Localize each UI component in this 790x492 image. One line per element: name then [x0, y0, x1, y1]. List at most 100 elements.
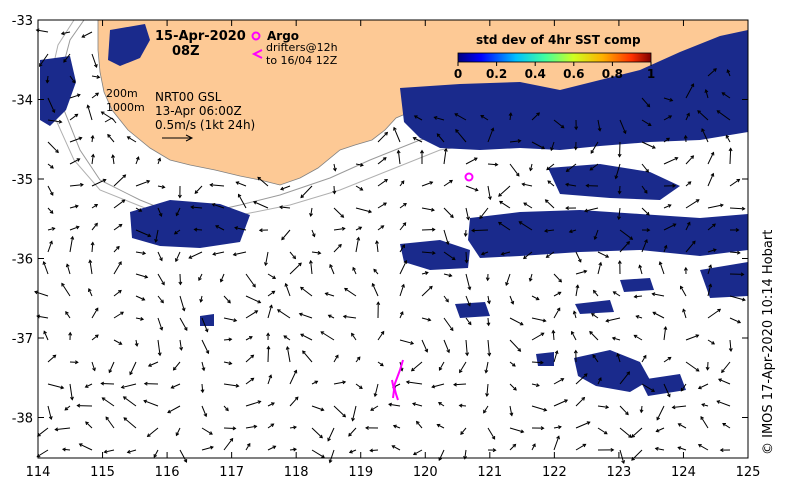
- current-arrow: [223, 317, 238, 323]
- x-tick-label: 118: [284, 465, 309, 480]
- current-arrow: [436, 133, 445, 143]
- current-arrow: [91, 92, 100, 99]
- current-arrow: [320, 331, 335, 341]
- y-tick-label: -36: [12, 253, 33, 268]
- current-arrow: [173, 229, 181, 235]
- current-arrow: [480, 251, 489, 256]
- x-tick-label: 124: [671, 465, 696, 480]
- current-arrow: [656, 405, 665, 421]
- current-arrow: [352, 266, 357, 275]
- current-arrow: [135, 295, 146, 301]
- current-arrow: [223, 405, 229, 412]
- current-arrow: [300, 286, 313, 297]
- credit-label: © IMOS 17-Apr-2020 10:14 Hobart: [761, 229, 776, 455]
- current-arrow: [289, 447, 298, 452]
- current-arrow: [412, 402, 423, 407]
- current-arrow: [329, 263, 335, 275]
- current-arrow: [589, 163, 599, 171]
- current-arrow: [663, 383, 671, 398]
- current-arrow: [704, 89, 709, 99]
- current-arrow: [443, 207, 454, 219]
- current-arrow: [399, 311, 404, 319]
- colorbar-tick-label: 0.4: [525, 67, 546, 81]
- current-arrow: [443, 179, 453, 187]
- current-arrow: [90, 134, 95, 143]
- current-arrow: [333, 226, 346, 231]
- current-arrow: [157, 251, 163, 262]
- current-arrow: [487, 448, 497, 453]
- current-arrow: [619, 427, 632, 438]
- current-arrow: [91, 222, 98, 231]
- current-arrow: [405, 380, 423, 385]
- current-arrow: [459, 361, 467, 374]
- x-tick-label: 115: [90, 465, 115, 480]
- current-arrow: [570, 330, 577, 341]
- current-arrow: [509, 317, 524, 326]
- current-arrow: [641, 354, 647, 363]
- current-arrow: [154, 229, 159, 243]
- current-arrow: [553, 307, 561, 319]
- current-arrow: [219, 273, 225, 283]
- current-arrow: [700, 416, 709, 429]
- vector-scale-label: 0.5m/s (1kt 24h): [155, 118, 255, 132]
- current-arrow: [69, 225, 80, 231]
- current-arrow: [639, 405, 644, 414]
- current-arrow: [572, 310, 577, 319]
- current-arrow: [718, 378, 731, 385]
- current-arrow: [122, 396, 137, 407]
- current-arrow: [465, 273, 472, 291]
- current-arrow: [86, 104, 93, 121]
- current-arrow: [671, 405, 687, 410]
- vector-scale-arrow: [162, 134, 194, 142]
- current-arrow: [147, 361, 159, 367]
- current-arrow: [641, 97, 651, 108]
- current-arrow: [146, 427, 159, 438]
- current-arrow: [200, 383, 205, 394]
- current-arrow: [685, 240, 696, 253]
- current-arrow: [190, 205, 203, 210]
- current-arrow: [134, 339, 139, 347]
- current-arrow: [223, 437, 234, 451]
- current-arrow: [377, 361, 384, 367]
- current-arrow: [597, 251, 610, 258]
- current-arrow: [174, 251, 181, 263]
- current-arrow: [167, 405, 181, 414]
- current-arrow: [120, 383, 137, 389]
- current-arrow: [553, 435, 560, 451]
- current-arrow: [465, 339, 470, 357]
- current-arrow: [590, 313, 599, 319]
- current-arrow: [641, 163, 649, 173]
- current-arrow: [722, 422, 731, 429]
- current-arrow: [553, 273, 563, 283]
- current-arrow: [113, 311, 124, 319]
- current-arrow: [619, 371, 631, 385]
- current-arrow: [47, 141, 59, 154]
- current-arrow: [531, 405, 548, 412]
- current-arrow: [285, 345, 291, 363]
- current-arrow: [355, 236, 361, 253]
- current-arrow: [257, 176, 269, 187]
- current-arrow: [289, 262, 302, 275]
- current-arrow: [365, 425, 379, 430]
- current-arrow: [438, 361, 445, 371]
- current-arrow: [373, 383, 379, 398]
- current-arrow: [729, 317, 742, 324]
- current-arrow: [465, 317, 472, 326]
- current-arrow: [61, 282, 71, 297]
- current-arrow: [463, 449, 468, 460]
- current-arrow: [433, 116, 445, 121]
- contour-label-200m: 200m: [106, 87, 138, 100]
- current-arrow: [91, 203, 99, 209]
- current-arrow: [509, 405, 514, 417]
- argo-legend-icon: [251, 31, 261, 41]
- current-arrow: [245, 273, 256, 288]
- current-arrow: [309, 207, 313, 217]
- current-arrow: [509, 163, 520, 177]
- current-arrow: [276, 309, 291, 319]
- current-arrow: [223, 295, 231, 304]
- current-arrow: [421, 285, 433, 297]
- current-arrow: [553, 291, 562, 297]
- current-arrow: [65, 263, 71, 275]
- current-arrow: [575, 284, 580, 297]
- current-arrow: [500, 251, 511, 256]
